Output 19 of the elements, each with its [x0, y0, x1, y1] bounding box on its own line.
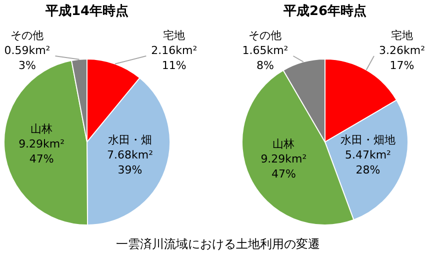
- chart-title: 平成26年時点: [282, 3, 367, 19]
- slice-label: 宅地: [163, 29, 186, 42]
- slice-label: その他: [10, 29, 44, 42]
- data-label: 2.16km² 11%: [151, 44, 198, 72]
- slice-label: 山林: [272, 137, 295, 150]
- slice-label: 宅地: [391, 29, 413, 42]
- data-label: 9.29km² 47%: [18, 137, 65, 166]
- slice-label: 水田・畑地: [340, 133, 396, 146]
- data-label: 9.29km² 47%: [260, 152, 307, 180]
- chart-title: 平成14年時点: [44, 3, 129, 19]
- slice-label: 水田・畑: [108, 133, 152, 146]
- data-label: 3.26km² 17%: [379, 44, 425, 72]
- slice-label: その他: [248, 29, 282, 42]
- data-label: 1.65km² 8%: [242, 44, 288, 72]
- data-label: 7.68km² 39%: [107, 148, 154, 176]
- text: 一雲済川流域における土地利用の変遷: [116, 237, 320, 251]
- data-label: 5.47km² 28%: [344, 148, 391, 176]
- data-label: 0.59km² 3%: [4, 44, 50, 72]
- slice-label: 山林: [30, 122, 53, 136]
